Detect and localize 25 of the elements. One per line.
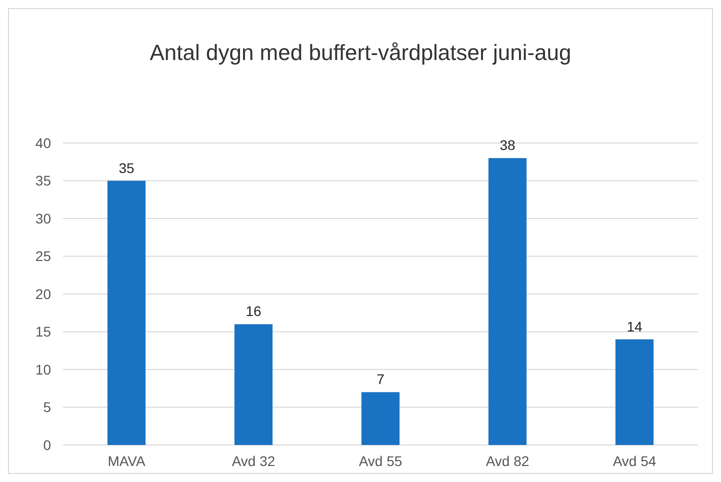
data-label: 16 <box>246 303 262 320</box>
x-tick-label: Avd 54 <box>612 453 656 469</box>
bar <box>615 339 654 445</box>
y-tick-label: 0 <box>43 436 52 453</box>
bar <box>234 324 273 445</box>
data-label: 38 <box>500 137 516 154</box>
bar <box>361 392 400 445</box>
chart-title: Antal dygn med buffert-vårdplatser juni-aug <box>150 40 572 65</box>
x-tick-label: Avd 32 <box>232 453 276 469</box>
y-tick-label: 30 <box>35 210 52 226</box>
data-label: 7 <box>376 371 385 388</box>
y-tick-label: 5 <box>43 399 52 416</box>
y-tick-label: 35 <box>35 172 52 189</box>
x-tick-label: Avd 82 <box>486 453 530 469</box>
data-label: 14 <box>626 318 642 334</box>
y-tick-label: 40 <box>35 134 52 151</box>
data-label: 35 <box>118 160 134 176</box>
y-tick-label: 15 <box>35 324 52 340</box>
bar <box>107 180 146 445</box>
y-tick-label: 20 <box>35 286 52 302</box>
y-tick-label: 10 <box>35 361 52 378</box>
y-tick-label: 25 <box>35 248 52 264</box>
x-tick-label: MAVA <box>108 453 146 469</box>
bar <box>488 158 527 445</box>
x-tick-label: Avd 55 <box>358 453 402 469</box>
